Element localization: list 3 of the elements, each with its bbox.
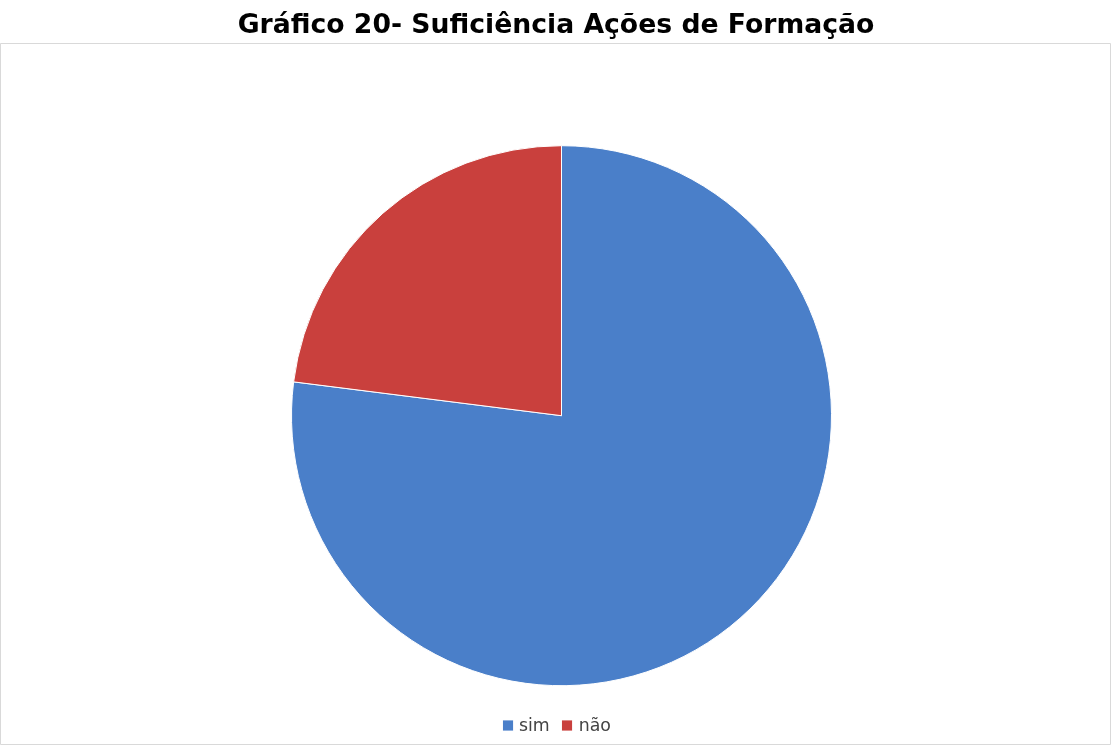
legend-label: sim xyxy=(519,715,550,735)
chart-title: Gráfico 20- Suficiência Ações de Formação xyxy=(237,7,875,39)
legend-label: não xyxy=(578,715,611,735)
